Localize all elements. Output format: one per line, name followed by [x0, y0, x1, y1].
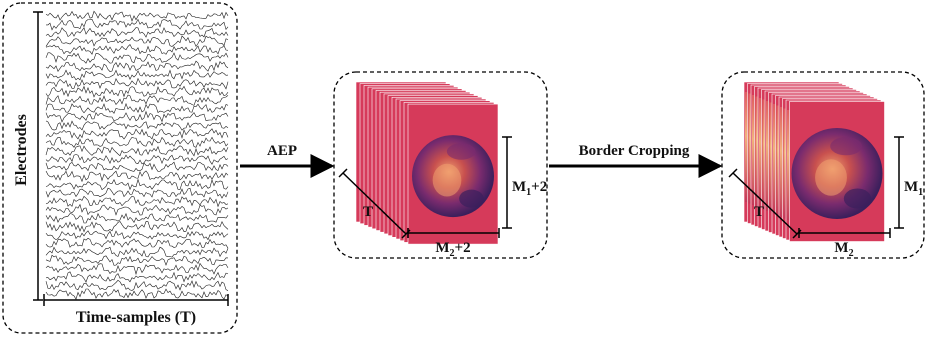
eeg-trace — [45, 136, 229, 148]
eeg-trace — [45, 27, 229, 38]
eeg-trace — [45, 77, 229, 90]
eeg-trace — [45, 271, 229, 283]
middle-panel: T M2+2 M1+2 — [333, 71, 548, 259]
eeg-trace — [45, 43, 229, 55]
eeg-trace — [45, 178, 229, 191]
aep-label: AEP — [267, 143, 297, 159]
eeg-trace — [45, 203, 229, 216]
eeg-trace — [45, 85, 229, 98]
eeg-trace — [45, 279, 229, 291]
eeg-trace — [45, 94, 229, 106]
eeg-trace — [45, 170, 229, 183]
eeg-trace — [45, 254, 229, 266]
eeg-trace — [45, 161, 229, 172]
eeg-trace — [45, 195, 229, 208]
border-cropping-label: Border Cropping — [579, 143, 690, 159]
left-panel: Electrodes Time-samples (T) — [2, 2, 238, 334]
right-width-label: M2 — [834, 240, 853, 259]
eeg-trace — [45, 128, 229, 140]
eeg-trace — [45, 237, 229, 249]
eeg-trace — [45, 288, 229, 300]
middle-depth-tick-a — [338, 168, 348, 178]
middle-depth-axis — [342, 172, 407, 235]
eeg-trace — [45, 35, 229, 48]
eeg-trace — [45, 145, 229, 157]
right-depth-tick-a — [728, 168, 738, 178]
heatmap-frame — [407, 103, 499, 245]
heatmap-frame — [789, 101, 885, 242]
time-samples-label: Time-samples (T) — [76, 309, 196, 326]
eeg-trace — [45, 154, 229, 165]
border-cropping-arrow: Border Cropping — [549, 143, 723, 178]
middle-frame-stack — [355, 81, 499, 245]
middle-panel-frame — [333, 71, 548, 259]
eeg-trace — [46, 18, 229, 31]
eeg-traces — [45, 10, 229, 300]
eeg-trace — [45, 187, 229, 199]
middle-depth-label: T — [363, 204, 373, 220]
right-depth-label: T — [754, 204, 764, 220]
eeg-trace — [45, 110, 229, 123]
eeg-trace — [45, 120, 229, 131]
right-panel-frame — [721, 71, 925, 259]
right-panel: T M2 M1 — [721, 71, 925, 259]
right-frame-stack — [743, 81, 885, 242]
middle-width-label: M2+2 — [435, 240, 470, 259]
eeg-trace — [45, 102, 229, 114]
right-depth-axis — [732, 172, 798, 235]
eeg-trace — [45, 69, 229, 81]
eeg-trace — [45, 212, 229, 224]
electrodes-label: Electrodes — [13, 114, 30, 186]
eeg-trace — [45, 220, 229, 233]
eeg-trace — [45, 52, 229, 64]
middle-height-label: M1+2 — [512, 179, 547, 198]
right-height-label: M1 — [904, 179, 923, 198]
aep-arrow: AEP — [240, 143, 335, 178]
eeg-trace — [45, 230, 229, 241]
left-panel-frame — [2, 2, 238, 334]
eeg-trace — [45, 60, 229, 73]
eeg-trace — [45, 246, 229, 258]
eeg-trace — [45, 262, 229, 276]
eeg-trace — [45, 10, 229, 22]
